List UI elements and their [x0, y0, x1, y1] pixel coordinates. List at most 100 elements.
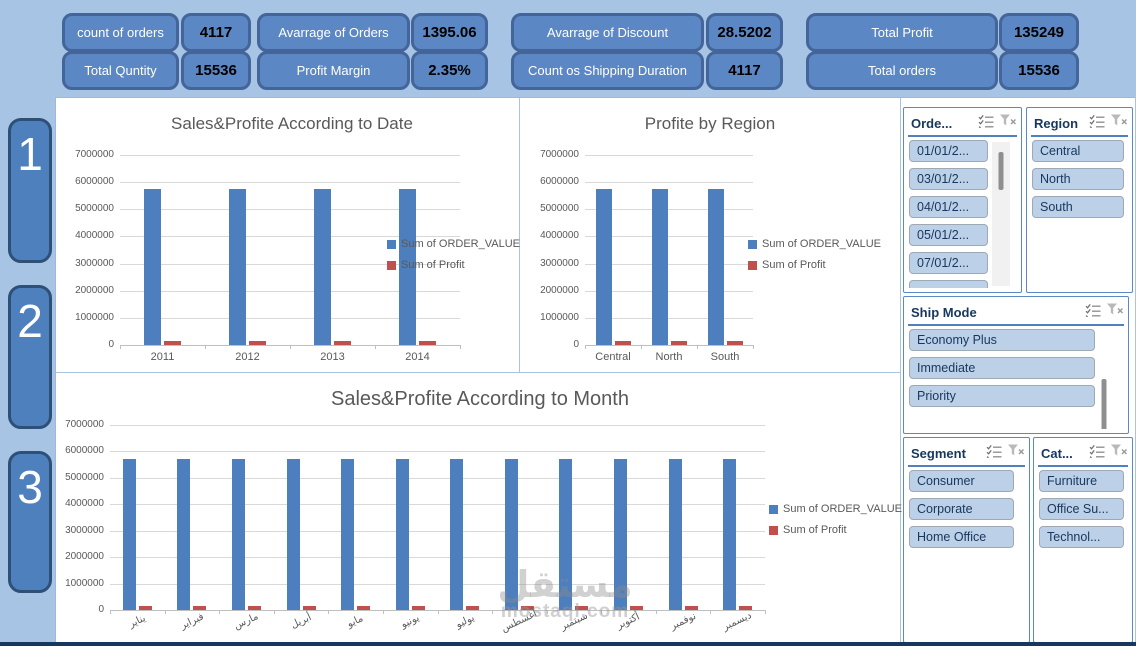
kpi-value-card: 15536: [999, 51, 1079, 90]
chart-legend: Sum of ORDER_VALUE Sum of Profit: [769, 503, 902, 545]
clear-filter-icon[interactable]: [1111, 444, 1127, 462]
slicer-item-immediate[interactable]: Immediate: [909, 357, 1095, 379]
slicer-item-07012[interactable]: 07/01/2...: [909, 252, 988, 274]
kpi-label-card: Total orders: [806, 51, 998, 90]
chart-date_chart: Sales&Profite According to Date 7000000 60…: [57, 100, 521, 372]
legend-label: Sum of ORDER_VALUE: [401, 238, 521, 250]
side-button-3[interactable]: 3: [8, 451, 52, 593]
legend-label: Sum of Profit: [783, 524, 847, 536]
x-axis-tick-mark: [710, 610, 712, 614]
kpi-label-text: Avarrage of Orders: [278, 25, 389, 40]
clear-filter-icon[interactable]: [1111, 114, 1127, 132]
slicer-item-03012[interactable]: 03/01/2...: [909, 168, 988, 190]
chart-gridline: [585, 155, 753, 156]
clear-filter-icon[interactable]: [1107, 303, 1123, 321]
slicer-title: Segment: [911, 445, 966, 461]
chart-gridline: [120, 263, 460, 265]
y-axis-tick-label: 0: [108, 339, 114, 350]
chart-gridline: [110, 425, 765, 426]
order-value-bar: [723, 459, 736, 610]
slicer-item-central[interactable]: Central: [1032, 140, 1124, 162]
clear-filter-icon[interactable]: [1000, 114, 1016, 132]
chart-gridline: [585, 263, 753, 265]
slicer-item-homeoffice[interactable]: Home Office: [909, 526, 1014, 548]
multiselect-icon[interactable]: [986, 444, 1002, 463]
slicer-scrollbar[interactable]: [992, 142, 1010, 286]
slicer-item-consumer[interactable]: Consumer: [909, 470, 1014, 492]
slicer-header-underline: [1031, 135, 1128, 137]
slicer-item-furniture[interactable]: Furniture: [1039, 470, 1124, 492]
slicer-item-north[interactable]: North: [1032, 168, 1124, 190]
slicer-item-01012[interactable]: 01/01/2...: [909, 140, 988, 162]
chart-title: Profite by Region: [644, 114, 776, 133]
slicer-header: Cat...: [1041, 443, 1127, 463]
side-button-2[interactable]: 2: [8, 285, 52, 429]
slicer-body: 01/01/2... 03/01/2... 04/01/2... 05/01/2...…: [909, 140, 1018, 288]
chart-divider-vertical: [519, 98, 520, 373]
slicer-scrollbar-thumb[interactable]: [1101, 379, 1107, 429]
slicer-region: Region Central North South: [1026, 107, 1133, 293]
chart-gridline: [120, 317, 460, 319]
x-axis-tick-mark: [328, 610, 330, 614]
clear-filter-icon[interactable]: [1008, 444, 1024, 462]
x-axis-category-label: 2012: [235, 351, 260, 363]
multiselect-icon[interactable]: [1089, 114, 1105, 133]
x-axis-tick-mark: [290, 345, 291, 349]
slicer-cat: Cat... Furniture Office Su... Technol...: [1033, 437, 1133, 643]
x-axis-tick-mark: [273, 610, 275, 614]
chart-legend: Sum of ORDER_VALUE Sum of Profit: [748, 238, 881, 280]
chart-gridline: [110, 583, 765, 585]
slicer-scrollbar-thumb[interactable]: [998, 152, 1004, 190]
chart-gridline: [120, 209, 460, 211]
slicer-item-partial[interactable]: [909, 280, 988, 288]
kpi-value-card: 2.35%: [411, 51, 488, 90]
x-axis-category-label: North: [655, 351, 683, 363]
chart-title: Sales&Profite According to Date: [171, 114, 413, 133]
chart-region_chart: Profite by Region 7000000 6000000 5000000 40…: [520, 100, 900, 372]
slicer-item-05012[interactable]: 05/01/2...: [909, 224, 988, 246]
legend-swatch: [769, 504, 778, 514]
kpi-label-card: Avarrage of Discount: [511, 13, 704, 52]
side-button-1[interactable]: 1: [8, 118, 52, 263]
y-axis-tick-label: 3000000: [65, 524, 104, 536]
y-axis-tick-label: 1000000: [540, 311, 579, 323]
profit-bar: [412, 606, 425, 610]
legend-swatch: [748, 260, 757, 270]
slicer-title: Ship Mode: [911, 304, 977, 320]
kpi-label-text: Total orders: [868, 63, 936, 78]
kpi-value-card: 4117: [706, 51, 783, 90]
order-value-bar: [450, 459, 463, 610]
slicer-item-priority[interactable]: Priority: [909, 385, 1095, 407]
legend-label: Sum of ORDER_VALUE: [783, 503, 903, 515]
slicer-item-south[interactable]: South: [1032, 196, 1124, 218]
slicer-item-officesu[interactable]: Office Su...: [1039, 498, 1124, 520]
legend-label: Sum of Profit: [401, 259, 465, 271]
chart-gridline: [110, 504, 765, 506]
kpi-label-text: Total Quntity: [84, 63, 157, 78]
order-value-bar: [287, 459, 300, 610]
profit-bar: [727, 341, 743, 345]
x-axis-tick-mark: [164, 610, 166, 614]
multiselect-icon[interactable]: [978, 114, 994, 133]
order-value-bar: [314, 189, 331, 345]
slicer-item-technol[interactable]: Technol...: [1039, 526, 1124, 548]
kpi-value-card: 28.5202: [706, 13, 783, 52]
kpi-value-text: 135249: [1013, 24, 1065, 41]
slicer-item-economyplus[interactable]: Economy Plus: [909, 329, 1095, 351]
legend-item: Sum of Profit: [748, 259, 881, 271]
slicer-body: Furniture Office Su... Technol...: [1039, 470, 1129, 638]
slicer-item-corporate[interactable]: Corporate: [909, 498, 1014, 520]
profit-bar: [249, 341, 266, 345]
order-value-bar: [708, 189, 724, 345]
multiselect-icon[interactable]: [1085, 303, 1101, 322]
slicer-header-underline: [908, 465, 1025, 467]
profit-bar: [419, 341, 436, 345]
multiselect-icon[interactable]: [1089, 444, 1105, 463]
slicer-item-04012[interactable]: 04/01/2...: [909, 196, 988, 218]
slicer-scrollbar[interactable]: [1099, 331, 1109, 429]
order-value-bar: [614, 459, 627, 610]
y-axis-tick-label: 7000000: [540, 149, 579, 160]
legend-item: Sum of Profit: [387, 259, 520, 271]
y-axis-tick-label: 0: [98, 604, 104, 615]
